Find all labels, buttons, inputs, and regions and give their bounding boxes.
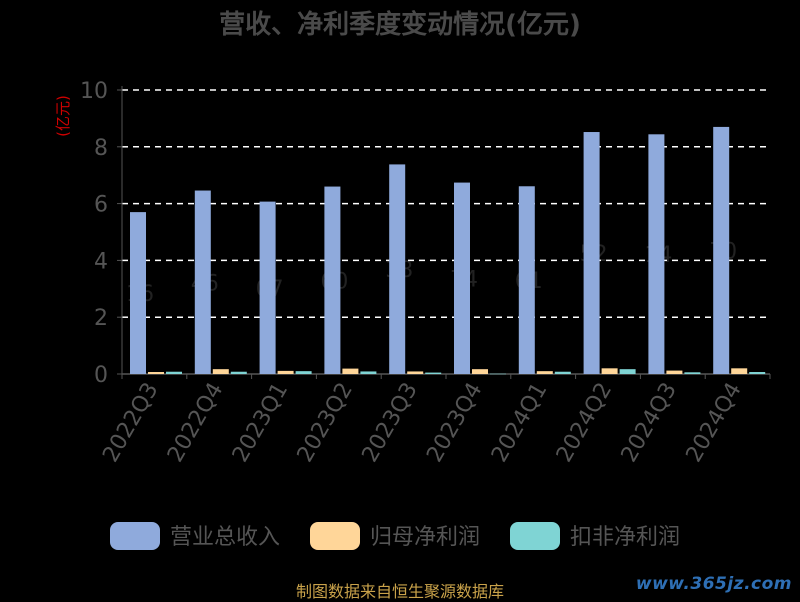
bar-2023Q1-s2 [295, 371, 312, 374]
x-tick-label: 2022Q4 [163, 379, 228, 467]
bar-2022Q4-s0 [194, 190, 211, 374]
bar-2023Q2-s1 [342, 368, 359, 374]
bar-2023Q4-s1 [472, 369, 488, 374]
bar-2023Q2-s0 [324, 186, 341, 374]
chart-title: 营收、净利季度变动情况(亿元) [219, 10, 581, 40]
x-tick-label: 2024Q4 [681, 379, 746, 467]
x-tick-label: 2024Q3 [617, 379, 682, 467]
bar-2023Q1-s0 [259, 201, 276, 374]
bar-2022Q4-s1 [212, 369, 229, 374]
bar-2023Q2-s2 [360, 371, 377, 374]
x-tick-label: 2023Q2 [293, 379, 358, 467]
bar-2023Q4-s0 [454, 182, 470, 374]
y-tick-label: 8 [94, 136, 108, 161]
y-tick-label: 0 [94, 363, 108, 388]
bar-2023Q4-s2 [490, 373, 506, 375]
y-tick-label: 10 [80, 79, 108, 104]
bar-2024Q3-s1 [666, 370, 683, 374]
bar-2024Q1-s0 [518, 186, 535, 374]
bar-2024Q2-s1 [601, 368, 618, 374]
x-tick-label: 2023Q1 [228, 379, 293, 467]
bar-2022Q3-s0 [130, 212, 146, 374]
x-tick-label: 2023Q4 [422, 379, 487, 467]
x-tick-label: 2024Q2 [552, 379, 617, 467]
bar-2024Q4-s2 [749, 372, 766, 374]
legend-label-0: 营业总收入 [170, 525, 280, 550]
y-tick-label: 6 [94, 193, 108, 218]
watermark: www.365jz.com [635, 574, 792, 594]
bar-2024Q1-s1 [536, 371, 553, 374]
bar-2023Q3-s2 [425, 372, 442, 374]
bar-2024Q4-s1 [731, 368, 748, 374]
bar-2023Q3-s0 [389, 164, 406, 374]
bar-2024Q4-s0 [713, 126, 730, 374]
bar-2022Q4-s2 [230, 371, 247, 374]
bar-2024Q3-s0 [648, 134, 665, 374]
y-tick-label: 4 [94, 249, 108, 274]
bar-2024Q3-s2 [684, 372, 701, 374]
source-footer: 制图数据来自恒生聚源数据库 [295, 582, 504, 601]
legend-swatch-1 [310, 522, 360, 550]
bar-2024Q2-s0 [583, 132, 600, 374]
x-tick-label: 2024Q1 [487, 379, 552, 467]
bar-2023Q1-s1 [277, 370, 294, 374]
legend-swatch-2 [510, 522, 560, 550]
y-tick-label: 2 [94, 306, 108, 331]
bar-2024Q2-s2 [619, 369, 636, 374]
bar-2023Q3-s1 [407, 371, 424, 374]
y-axis-label: (亿元) [54, 95, 72, 137]
x-tick-label: 2022Q3 [98, 379, 163, 467]
x-tick-label: 2023Q3 [357, 379, 422, 467]
bar-2024Q1-s2 [554, 371, 571, 374]
bar-2022Q3-s2 [166, 371, 182, 374]
bar-2022Q3-s1 [148, 372, 164, 374]
legend-label-2: 扣非净利润 [570, 525, 680, 550]
legend-label-1: 归母净利润 [370, 525, 480, 550]
legend-swatch-0 [110, 522, 160, 550]
